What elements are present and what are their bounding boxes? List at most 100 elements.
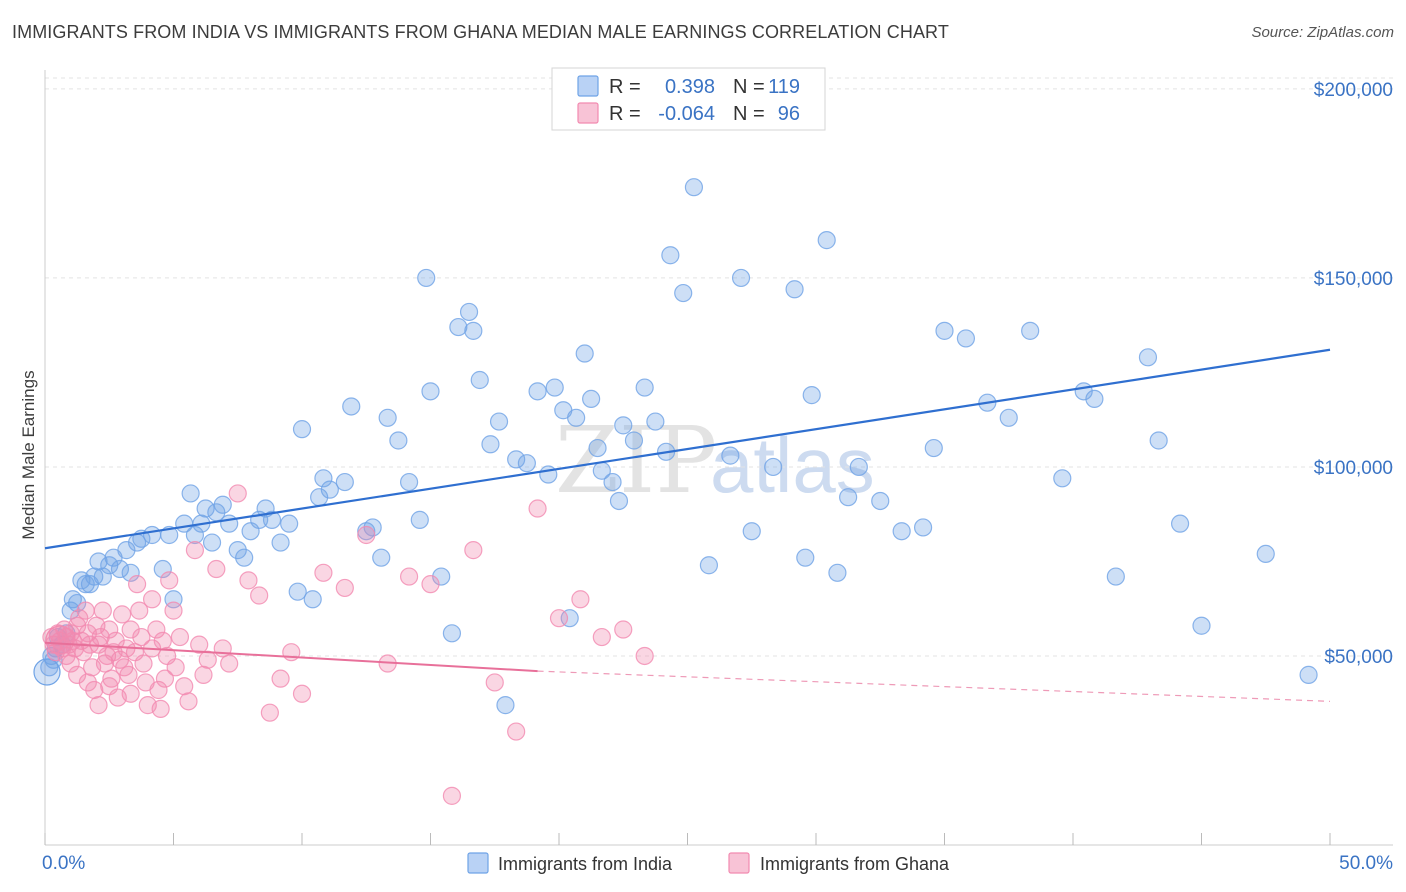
y-axis-title: Median Male Earnings <box>19 370 38 539</box>
x-ticks <box>44 833 1331 845</box>
ghana-point <box>399 567 419 586</box>
india-point <box>213 495 232 514</box>
india-point <box>33 658 61 686</box>
ghana-point <box>164 601 183 620</box>
india-point <box>489 412 509 431</box>
chart-title: IMMIGRANTS FROM INDIA VS IMMIGRANTS FROM… <box>12 22 949 42</box>
ghana-trend-line <box>44 641 538 673</box>
y-tick-labels: $50,000 $100,000 $150,000 $200,000 <box>1314 80 1393 668</box>
ghana-points <box>42 484 654 805</box>
india-point <box>389 431 408 450</box>
india-point <box>924 438 943 458</box>
ghana-point <box>142 590 162 609</box>
ghana-point <box>292 684 312 703</box>
india-point <box>399 472 419 492</box>
india-point <box>684 178 704 197</box>
india-point <box>1299 665 1318 684</box>
india-point <box>614 416 633 435</box>
ghana-point <box>592 627 611 647</box>
india-point <box>603 472 622 492</box>
ghana-point <box>179 692 198 711</box>
ghana-point <box>155 669 175 688</box>
y-tick-label: $50,000 <box>1324 647 1393 668</box>
india-point <box>449 317 468 337</box>
trend-lines <box>44 348 1331 702</box>
ghana-point <box>121 684 140 703</box>
ghana-point <box>190 635 209 654</box>
india-point <box>956 329 976 348</box>
india-point <box>575 344 594 363</box>
ghana-point <box>357 525 376 545</box>
ghana-point <box>78 673 97 692</box>
ghana-point <box>170 627 190 647</box>
legend-india-r-value: 0.398 <box>665 76 715 98</box>
india-point <box>567 408 586 427</box>
india-point <box>913 518 933 537</box>
legend-india-n-value: 119 <box>768 76 800 98</box>
india-point <box>839 488 858 507</box>
watermark-atlas: atlas <box>710 421 875 509</box>
india-point <box>849 457 868 477</box>
india-point <box>785 280 804 299</box>
india-point <box>181 484 200 503</box>
india-point <box>731 268 751 288</box>
india-point <box>1192 616 1211 635</box>
ghana-trend-line-dashed <box>537 670 1331 702</box>
india-point <box>228 541 247 560</box>
series-legend: Immigrants from India Immigrants from Gh… <box>467 852 950 874</box>
india-point <box>624 431 644 450</box>
india-point <box>1149 431 1168 450</box>
ghana-point <box>194 665 213 684</box>
ghana-point <box>112 605 132 624</box>
ghana-point <box>464 541 483 560</box>
ghana-point <box>70 609 89 628</box>
ghana-point <box>68 665 87 684</box>
india-point <box>635 378 654 397</box>
india-point <box>999 408 1018 427</box>
india-point <box>674 283 693 303</box>
ghana-point <box>314 563 333 582</box>
india-point <box>89 552 108 571</box>
india-point <box>262 510 282 529</box>
india-point <box>464 321 483 340</box>
india-point <box>142 525 162 545</box>
india-point <box>335 472 354 492</box>
ghana-point <box>421 575 440 594</box>
ghana-point <box>185 541 205 560</box>
ghana-point <box>153 631 172 650</box>
ghana-point <box>250 586 269 605</box>
india-point <box>292 420 312 439</box>
india-point <box>288 582 307 601</box>
india-points <box>33 178 1318 715</box>
india-point <box>117 541 136 560</box>
y-tick-label: $100,000 <box>1314 458 1393 479</box>
india-point <box>721 446 740 465</box>
ghana-point <box>228 484 247 503</box>
ghana-point <box>213 639 232 658</box>
ghana-point <box>61 654 80 673</box>
india-point <box>892 522 911 541</box>
legend-ghana-n-value: 96 <box>778 103 800 125</box>
india-point <box>507 450 526 469</box>
india-point <box>1170 514 1190 533</box>
india-point <box>153 559 172 579</box>
ghana-point <box>147 620 166 639</box>
india-point <box>1085 389 1104 409</box>
india-point <box>271 533 290 552</box>
india-point <box>220 514 239 533</box>
india-point <box>110 559 130 579</box>
y-tick-label: $150,000 <box>1314 269 1393 290</box>
ghana-point <box>85 680 104 700</box>
y-tick-label: $200,000 <box>1314 80 1393 101</box>
india-point <box>817 231 836 250</box>
ghana-point <box>68 616 87 635</box>
ghana-point <box>260 703 279 722</box>
india-point <box>280 514 299 533</box>
india-point <box>646 412 665 431</box>
ghana-point <box>166 658 185 677</box>
axes <box>44 70 1393 846</box>
india-point <box>1106 567 1125 586</box>
india-point <box>417 268 436 288</box>
india-point <box>1053 469 1072 488</box>
x-tick-label-max: 50.0% <box>1339 853 1393 874</box>
